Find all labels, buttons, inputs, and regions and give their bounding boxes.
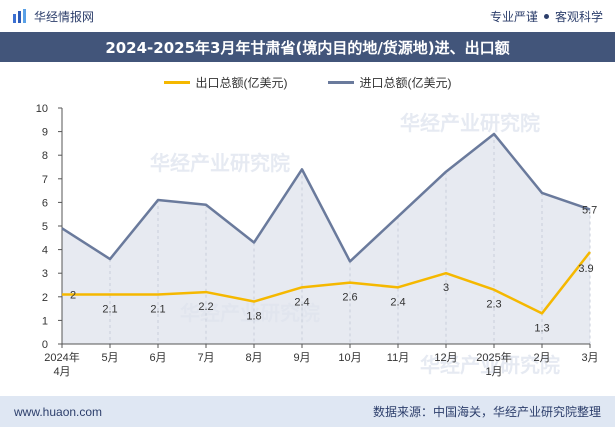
- watermark-text-1: 华经产业研究院: [400, 111, 540, 135]
- y-tick-label-9: 9: [42, 127, 48, 139]
- y-tick-label-10: 10: [36, 103, 48, 115]
- brand-logo-icon: [13, 9, 26, 23]
- legend-export-label: 出口总额(亿美元): [195, 75, 288, 90]
- export-line: [62, 251, 591, 315]
- export-data-label-3: 2.2: [198, 301, 213, 313]
- brand-name: 华经情报网: [34, 9, 95, 24]
- watermark-text-3: 华经产业研究院: [420, 353, 560, 377]
- x-tick-label-2: 6月: [149, 352, 166, 364]
- y-tick-label-1: 1: [42, 315, 48, 327]
- legend-export-swatch: [163, 80, 190, 84]
- export-data-label-7: 2.4: [390, 296, 405, 308]
- x-tick-label-10: 2月: [533, 352, 550, 364]
- y-tick-label-8: 8: [42, 150, 48, 162]
- x-tick-label-8: 12月: [434, 352, 457, 364]
- x-tick-label-3: 7月: [197, 352, 214, 364]
- x-tick-label-9: 2025年 1月: [476, 350, 511, 378]
- legend-export[interactable]: 出口总额(亿美元): [163, 72, 288, 92]
- export-data-label-4: 1.8: [246, 311, 261, 323]
- y-tick-label-7: 7: [42, 174, 48, 186]
- top-bar: 华经情报网 专业严谨 客观科学: [0, 0, 615, 32]
- legend-import-label: 进口总额(亿美元): [359, 75, 452, 90]
- footer-source: 数据来源：中国海关，华经产业研究院整理: [372, 405, 601, 419]
- tagline: 专业严谨 客观科学: [490, 8, 603, 25]
- export-data-label-10: 1.3: [534, 322, 549, 334]
- y-tick-label-3: 3: [42, 268, 48, 280]
- export-data-label-1: 2.1: [102, 303, 117, 315]
- x-tick-label-5: 9月: [293, 352, 310, 364]
- footer-url[interactable]: www.huaon.com: [14, 404, 103, 419]
- import-data-label-last: 5.7: [582, 204, 597, 216]
- y-tick-label-2: 2: [42, 292, 48, 304]
- export-data-label-8: 3: [443, 282, 449, 294]
- tagline-professional: 专业严谨: [489, 9, 538, 24]
- legend: 出口总额(亿美元) 进口总额(亿美元): [0, 72, 615, 92]
- tagline-objective: 客观科学: [554, 9, 603, 24]
- export-data-label-0: 2: [70, 289, 76, 301]
- export-data-label-2: 2.1: [150, 303, 165, 315]
- y-tick-label-4: 4: [42, 245, 48, 257]
- watermark-text-0: 华经产业研究院: [150, 151, 290, 175]
- separator-dot-icon: [543, 13, 549, 19]
- x-tick-label-1: 5月: [101, 352, 118, 364]
- export-data-label-6: 2.6: [342, 292, 357, 304]
- export-data-label-11: 3.9: [578, 263, 593, 275]
- x-tick-label-7: 11月: [387, 352, 409, 364]
- x-tick-label-11: 3月: [581, 352, 598, 364]
- import-line: [61, 132, 591, 263]
- export-data-label-5: 2.4: [294, 296, 309, 308]
- import-area: [62, 133, 590, 344]
- x-tick-label-4: 8月: [245, 352, 262, 364]
- x-tick-label-6: 10月: [338, 352, 361, 364]
- legend-import-swatch: [327, 80, 354, 84]
- y-tick-label-5: 5: [42, 221, 48, 233]
- y-tick-label-0: 0: [42, 339, 48, 351]
- y-tick-label-6: 6: [42, 197, 48, 209]
- chart-plot: 华经产业研究院华经产业研究院华经产业研究院华经产业研究院012345678910…: [36, 103, 599, 378]
- footer: www.huaon.com 数据来源：中国海关，华经产业研究院整理: [0, 396, 615, 427]
- legend-import[interactable]: 进口总额(亿美元): [327, 72, 452, 92]
- export-data-label-9: 2.3: [486, 299, 501, 311]
- x-tick-label-0: 2024年 4月: [44, 350, 79, 378]
- chart-title: 2024-2025年3月年甘肃省(境内目的地/货源地)进、出口额: [0, 32, 615, 62]
- brand[interactable]: 华经情报网: [12, 8, 94, 25]
